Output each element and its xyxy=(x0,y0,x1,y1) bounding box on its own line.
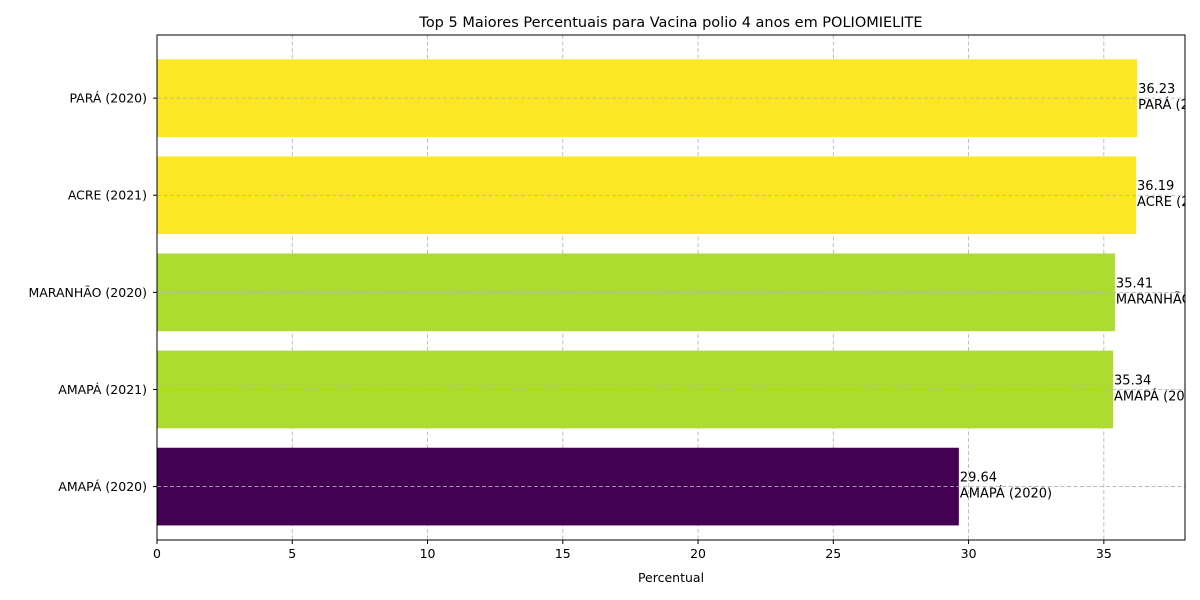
bar-value-label: 35.41 xyxy=(1116,276,1153,291)
x-tick-label: 10 xyxy=(420,546,436,561)
bar-name-label: ACRE (2021) xyxy=(1137,195,1200,210)
bar-value-label: 36.19 xyxy=(1137,179,1174,194)
bar-name-label: AMAPÁ (2020) xyxy=(960,486,1052,502)
y-tick-label: ACRE (2021) xyxy=(68,188,147,203)
y-tick-label: PARÁ (2020) xyxy=(69,91,147,106)
x-tick-label: 20 xyxy=(690,546,706,561)
chart-title: Top 5 Maiores Percentuais para Vacina po… xyxy=(418,15,922,31)
bar-value-label: 35.34 xyxy=(1114,373,1151,388)
y-tick-label: AMAPÁ (2021) xyxy=(58,382,147,397)
y-tick-label: MARANHÃO (2020) xyxy=(28,285,147,300)
plot-frame xyxy=(156,34,1186,541)
grid-lines-front xyxy=(157,97,1185,487)
x-tick-label: 35 xyxy=(1096,546,1112,561)
x-tick-label: 5 xyxy=(288,546,296,561)
y-tick-label: AMAPÁ (2020) xyxy=(58,479,147,494)
bar-name-label: PARÁ (2020) xyxy=(1138,97,1200,113)
x-axis-label: Percentual xyxy=(638,570,704,585)
x-tick-label: 0 xyxy=(153,546,161,561)
x-tick-label: 30 xyxy=(961,546,977,561)
bar-value-label: 36.23 xyxy=(1138,82,1175,97)
bar-name-label: MARANHÃO (2020) xyxy=(1116,291,1200,307)
axes: 0 5 10 15 20 25 30 35 PARÁ (2020) ACRE (2021) MARA… xyxy=(28,34,1186,561)
x-tick-label: 25 xyxy=(825,546,841,561)
bar-value-label: 29.64 xyxy=(960,471,997,486)
x-tick-label: 15 xyxy=(555,546,571,561)
bar-name-label: AMAPÁ (2021) xyxy=(1114,388,1200,404)
